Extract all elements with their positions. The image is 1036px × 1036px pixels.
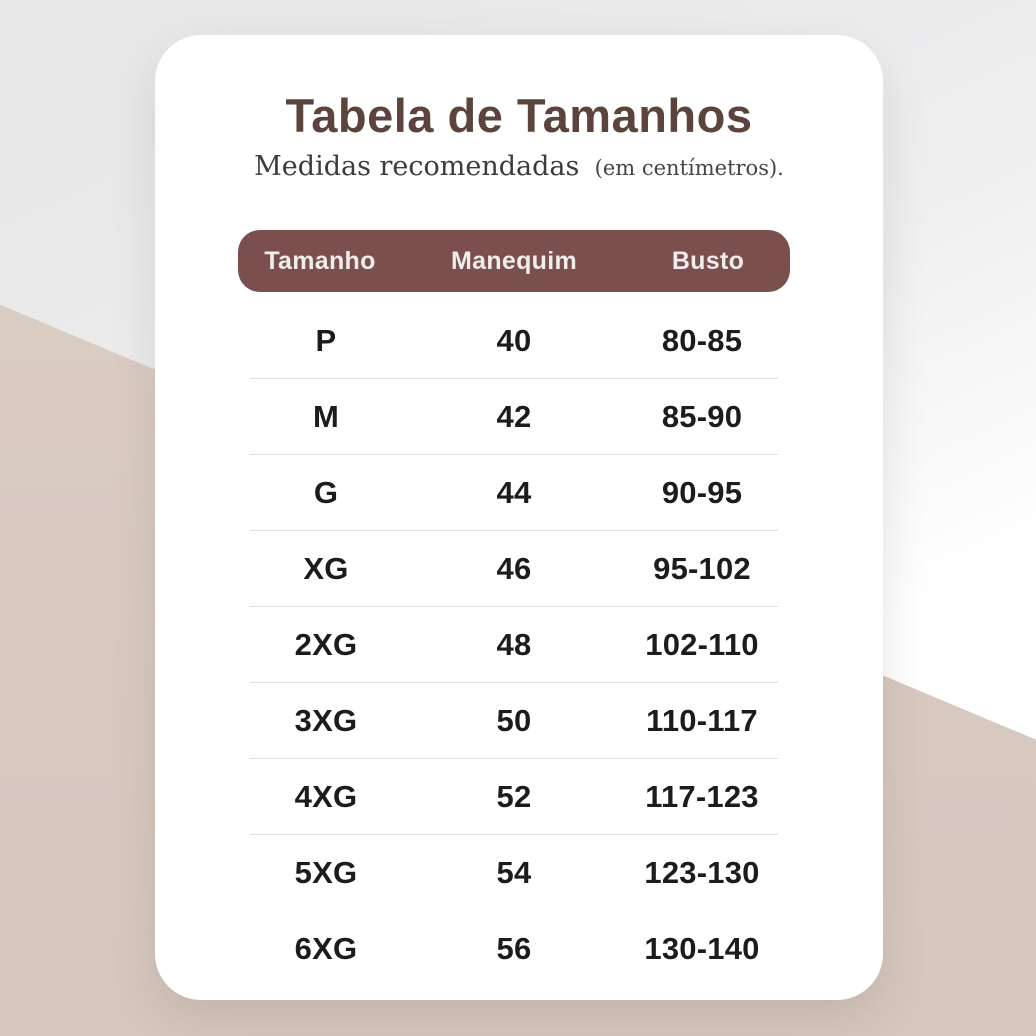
bust-cell: 80-85	[661, 322, 743, 358]
size-cell: 3XG	[294, 702, 358, 738]
table-row: 3XG 50 110-117	[250, 683, 778, 759]
bust-cell: 123-130	[644, 855, 760, 890]
bust-cell: 95-102	[653, 550, 751, 586]
size-cell: 2XG	[294, 626, 358, 662]
size-table: Tamanho Manequim Busto P 40 80-85 M 42 8…	[238, 230, 790, 987]
table-row: XG 46 95-102	[250, 531, 778, 607]
size-cell: M	[312, 398, 340, 434]
column-header-busto: Busto	[671, 246, 745, 275]
mannequin-cell: 44	[496, 474, 532, 510]
size-cell: XG	[303, 550, 349, 586]
page-title: Tabela de Tamanhos	[285, 89, 753, 142]
mannequin-cell: 54	[496, 855, 532, 890]
size-chart-card: Tabela de Tamanhos Medidas recomendadas …	[155, 35, 883, 1000]
mannequin-cell: 46	[496, 550, 532, 586]
table-row: M 42 85-90	[250, 379, 778, 455]
table-row: 4XG 52 117-123	[250, 759, 778, 835]
mannequin-cell: 48	[496, 626, 532, 662]
page-subtitle: Medidas recomendadas (em centímetros).	[155, 151, 883, 182]
column-header-manequim: Manequim	[450, 246, 578, 275]
table-row: 6XG 56 130-140	[250, 911, 778, 987]
column-header-tamanho: Tamanho	[264, 246, 376, 275]
size-cell: G	[313, 474, 339, 510]
bust-cell: 85-90	[661, 398, 743, 434]
mannequin-cell: 56	[496, 931, 532, 966]
mannequin-cell: 52	[496, 778, 532, 814]
bust-cell: 110-117	[646, 702, 758, 738]
bust-cell: 117-123	[645, 778, 759, 814]
table-row: P 40 80-85	[250, 303, 778, 379]
size-cell: P	[315, 322, 337, 358]
table-row: 5XG 54 123-130	[250, 835, 778, 911]
subtitle-unit-note	[588, 156, 595, 180]
table-body: P 40 80-85 M 42 85-90 G 44 90-95 XG 46	[238, 303, 790, 987]
size-cell: 5XG	[294, 855, 358, 890]
size-cell: 4XG	[294, 778, 358, 814]
mannequin-cell: 50	[496, 702, 532, 738]
table-row: 2XG 48 102-110	[250, 607, 778, 683]
table-row: G 44 90-95	[250, 455, 778, 531]
size-cell: 6XG	[294, 931, 358, 966]
bust-cell: 102-110	[645, 626, 759, 662]
mannequin-cell: 40	[496, 322, 532, 358]
mannequin-cell: 42	[496, 398, 532, 434]
subtitle-note: (em centímetros).	[594, 155, 784, 180]
table-header-row: Tamanho Manequim Busto	[238, 230, 790, 292]
bust-cell: 90-95	[661, 474, 743, 510]
bust-cell: 130-140	[644, 931, 760, 966]
subtitle-main: Medidas recomendadas	[254, 150, 580, 182]
